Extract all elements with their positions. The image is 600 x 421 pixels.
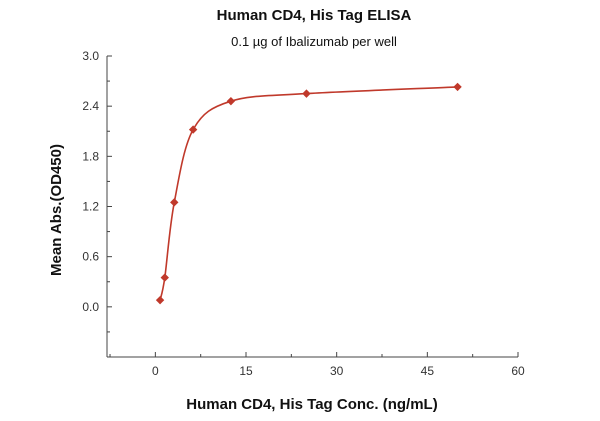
y-tick-label: 0.6 [82, 250, 99, 264]
data-point [188, 125, 198, 134]
y-ticks: 0.0 0.6 1.2 1.8 2.4 3.0 [82, 49, 112, 333]
x-axis-label: Human CD4, His Tag Conc. (ng/mL) [186, 396, 437, 413]
plot-area: 0.0 0.6 1.2 1.8 2.4 3.0 0 15 30 45 60 [82, 49, 525, 378]
data-point [170, 198, 179, 207]
x-tick-label: 60 [511, 364, 525, 378]
data-points [155, 82, 462, 305]
y-tick-label: 1.8 [82, 149, 99, 163]
y-tick-label: 2.4 [82, 99, 99, 113]
fit-curve [159, 86, 458, 301]
data-point [226, 96, 236, 106]
x-ticks: 0 15 30 45 60 [109, 352, 525, 378]
x-tick-label: 0 [152, 364, 159, 378]
x-tick-label: 15 [239, 364, 253, 378]
chart-subtitle: 0.1 µg of Ibalizumab per well [231, 34, 397, 49]
data-point [453, 82, 462, 92]
y-tick-label: 0.0 [82, 300, 99, 314]
x-tick-label: 45 [421, 364, 435, 378]
y-tick-label: 3.0 [82, 49, 99, 63]
x-tick-label: 30 [330, 364, 344, 378]
y-tick-label: 1.2 [82, 200, 99, 214]
data-point [160, 273, 169, 282]
data-point [155, 295, 165, 305]
data-point [302, 89, 311, 98]
chart-title: Human CD4, His Tag ELISA [217, 7, 412, 24]
y-axis-label: Mean Abs.(OD450) [48, 144, 65, 276]
